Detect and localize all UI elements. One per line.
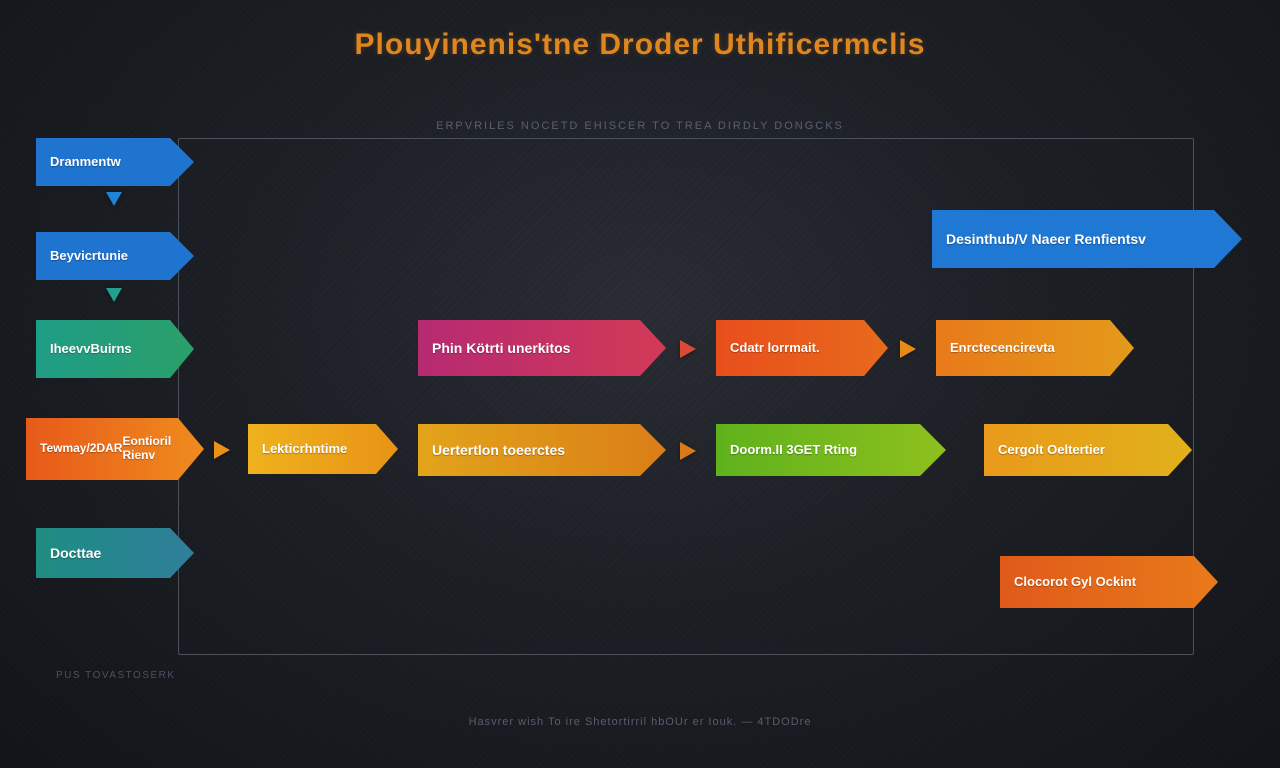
connector-down-n2-n3 [106,288,122,302]
flow-node-n10: Doorm.II 3GET Rting [716,424,946,476]
page-subtitle: ERPVRILES NOCETD EHISCER TO TREA DIRDLY … [0,120,1280,132]
connector-right-n9-n11 [900,340,916,358]
connector-down-n1-n2 [106,192,122,206]
flow-node-n8: Uertertlon toeerctes [418,424,666,476]
connector-right-n8-n10 [680,442,696,460]
connector-right-n7-n9 [680,340,696,358]
flow-node-n11: Enrctecencirevta [936,320,1134,376]
flow-node-n9: Cdatr lorrmait. [716,320,888,376]
flow-node-n13: Desinthub/V Naeer Renfientsv [932,210,1242,268]
footer-left-caption: PUS TOVASTOSERK [56,670,176,681]
flow-node-n14: Clocorot Gyl Ockint [1000,556,1218,608]
footer-center-caption: Hasvrer wish To ire Shetortirril hbOUr e… [0,716,1280,728]
flow-node-n3: IheevvBuirns [36,320,194,378]
flow-node-n1: Dranmentw [36,138,194,186]
flow-node-n6: Lekticrhntime [248,424,398,474]
flow-node-n5: Docttae [36,528,194,578]
connector-right-n4-n6 [214,441,230,459]
flow-node-n7: Phin Kötrti unerkitos [418,320,666,376]
page-title: Plouyinenis'tne Droder Uthificermclis [0,28,1280,62]
diagram-canvas: Plouyinenis'tne Droder Uthificermclis ER… [0,0,1280,768]
flow-node-n4: Tewmay/2DAREontioril Rienv [26,418,204,480]
flow-node-n12: Cergolt Oeltertier [984,424,1192,476]
flow-node-n2: Beyvicrtunie [36,232,194,280]
